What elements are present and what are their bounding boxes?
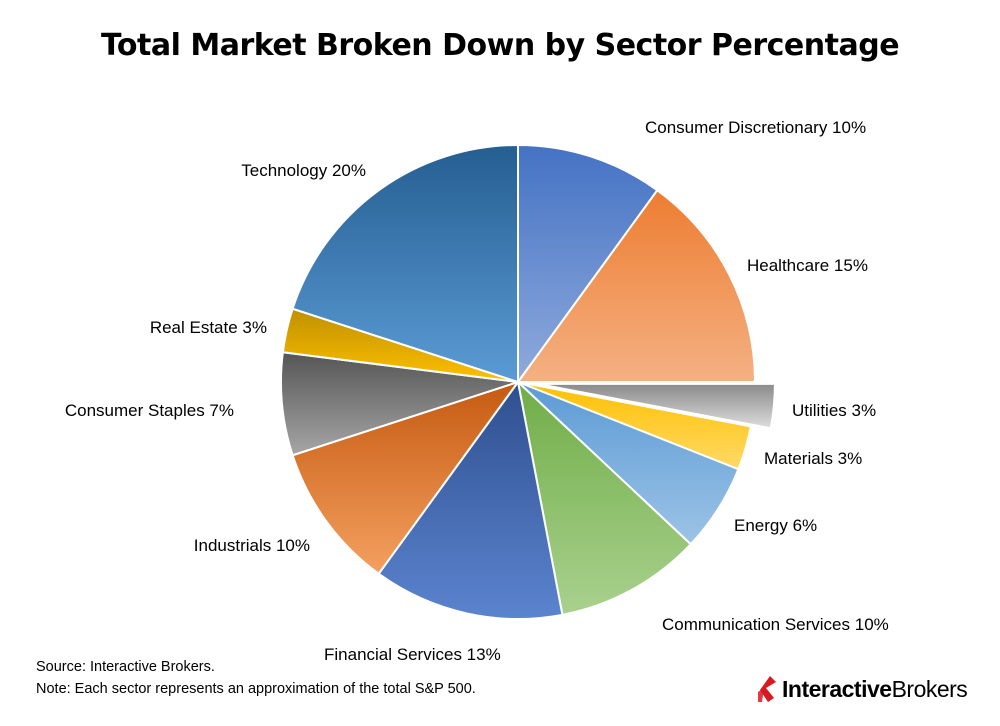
slice-label: Industrials 10% xyxy=(194,536,310,555)
chart-footer: Source: Interactive Brokers. Note: Each … xyxy=(36,656,476,700)
brand-wordmark: InteractiveBrokers xyxy=(782,675,968,703)
pie-slice-financial-services xyxy=(377,379,564,620)
pie-slice-technology xyxy=(291,143,519,384)
pie-slice-consumer-staples xyxy=(280,351,519,457)
slice-label: Energy 6% xyxy=(734,516,817,535)
pie-slice-healthcare xyxy=(516,188,757,383)
pie-slice-communication-services xyxy=(516,379,693,616)
pie-slice-consumer-discretionary xyxy=(517,143,659,386)
slice-label: Technology 20% xyxy=(241,161,366,180)
slice-label: Consumer Staples 7% xyxy=(65,401,234,420)
brand-word-brokers: Brokers xyxy=(891,675,968,702)
slice-label: Financial Services 13% xyxy=(324,645,501,664)
slice-label: Healthcare 15% xyxy=(747,256,868,275)
pie-slice-industrials xyxy=(291,380,521,576)
interactive-brokers-logo-icon xyxy=(758,676,776,702)
slice-label: Real Estate 3% xyxy=(150,318,267,337)
slice-label: Consumer Discretionary 10% xyxy=(645,118,866,137)
slice-label: Materials 3% xyxy=(764,449,862,468)
slice-label: Communication Services 10% xyxy=(662,615,889,634)
approximation-note: Note: Each sector represents an approxim… xyxy=(36,681,476,697)
brand-word-interactive: Interactive xyxy=(782,675,892,702)
chart-title: Total Market Broken Down by Sector Perce… xyxy=(100,28,900,63)
slice-label: Utilities 3% xyxy=(792,401,876,420)
brand-logo: InteractiveBrokers xyxy=(758,672,968,706)
pie-slice-utilities xyxy=(537,382,776,430)
source-note: Source: Interactive Brokers. xyxy=(36,659,215,675)
